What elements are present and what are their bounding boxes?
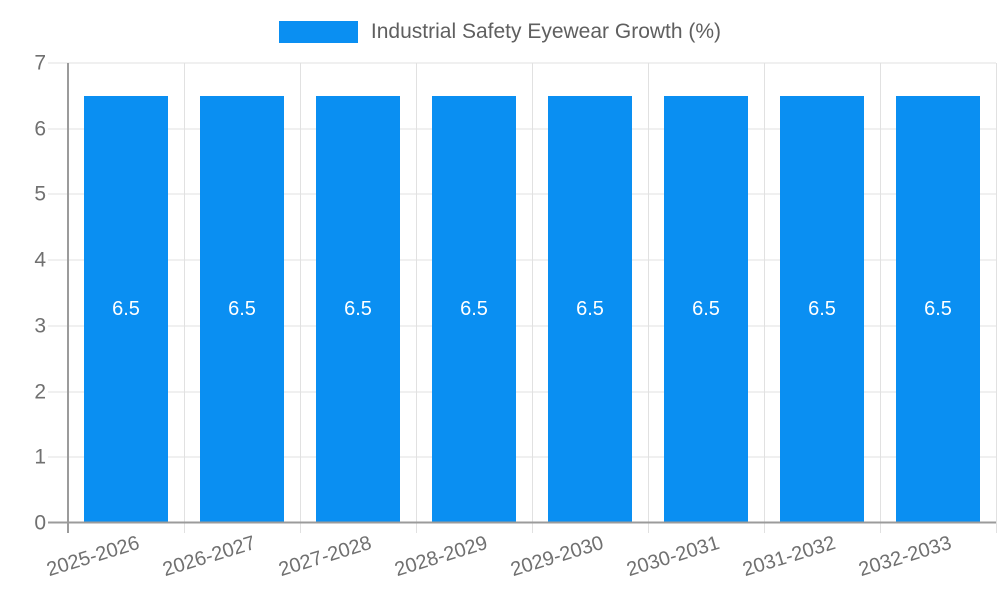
bar-value-label: 6.5 [808,298,836,321]
bar-value-label: 6.5 [344,298,372,321]
v-gridline [648,63,649,533]
h-gridline [48,325,996,327]
y-axis-line [67,63,69,533]
v-gridline [764,63,765,533]
y-tick-label: 6 [34,117,46,141]
x-axis-line [48,521,996,524]
bar-value-label: 6.5 [228,298,256,321]
x-tick-label: 2027-2028 [276,532,375,582]
x-tick-label: 2030-2031 [624,532,723,582]
bar[interactable]: 6.5 [316,95,400,523]
y-tick-label: 5 [34,182,46,206]
legend-item[interactable]: Industrial Safety Eyewear Growth (%) [0,20,1000,44]
x-tick-label: 2025-2026 [44,532,143,582]
bar[interactable]: 6.5 [84,95,168,523]
y-axis: 0 1 2 3 4 5 6 7 [0,53,46,534]
bar[interactable]: 6.5 [200,95,284,523]
v-gridline [300,63,301,533]
h-gridline [48,456,996,458]
x-tick-label: 2029-2030 [508,532,607,582]
x-tick-label: 2026-2027 [160,532,259,582]
v-gridline [184,63,185,533]
y-tick-label: 0 [34,511,46,535]
legend-swatch-icon [278,21,358,43]
x-tick-label: 2031-2032 [740,532,839,582]
x-tick-label: 2032-2033 [856,532,955,582]
bar-value-label: 6.5 [460,298,488,321]
y-tick-label: 2 [34,380,46,404]
bar[interactable]: 6.5 [548,95,632,523]
plot-area: 6.5 6.5 6.5 6.5 6.5 6.5 6.5 6.5 [48,62,997,533]
bar-value-label: 6.5 [692,298,720,321]
bar[interactable]: 6.5 [896,95,980,523]
y-tick-label: 3 [34,314,46,338]
bar-value-label: 6.5 [924,298,952,321]
bar[interactable]: 6.5 [780,95,864,523]
v-gridline [996,63,997,533]
v-gridline [532,63,533,533]
v-gridline [880,63,881,533]
h-gridline [48,391,996,393]
h-gridline [48,259,996,261]
bar-value-label: 6.5 [112,298,140,321]
bar[interactable]: 6.5 [432,95,516,523]
y-tick-label: 1 [34,445,46,469]
bar-value-label: 6.5 [576,298,604,321]
legend-label: Industrial Safety Eyewear Growth (%) [370,20,722,43]
v-gridline [416,63,417,533]
x-tick-label: 2028-2029 [392,532,491,582]
h-gridline [48,128,996,130]
bar[interactable]: 6.5 [664,95,748,523]
y-tick-label: 4 [34,248,46,272]
h-gridline [48,193,996,195]
h-gridline [48,62,996,64]
y-tick-label: 7 [34,51,46,75]
x-axis: 2025-2026 2026-2027 2027-2028 2028-2029 2029… [45,523,996,600]
